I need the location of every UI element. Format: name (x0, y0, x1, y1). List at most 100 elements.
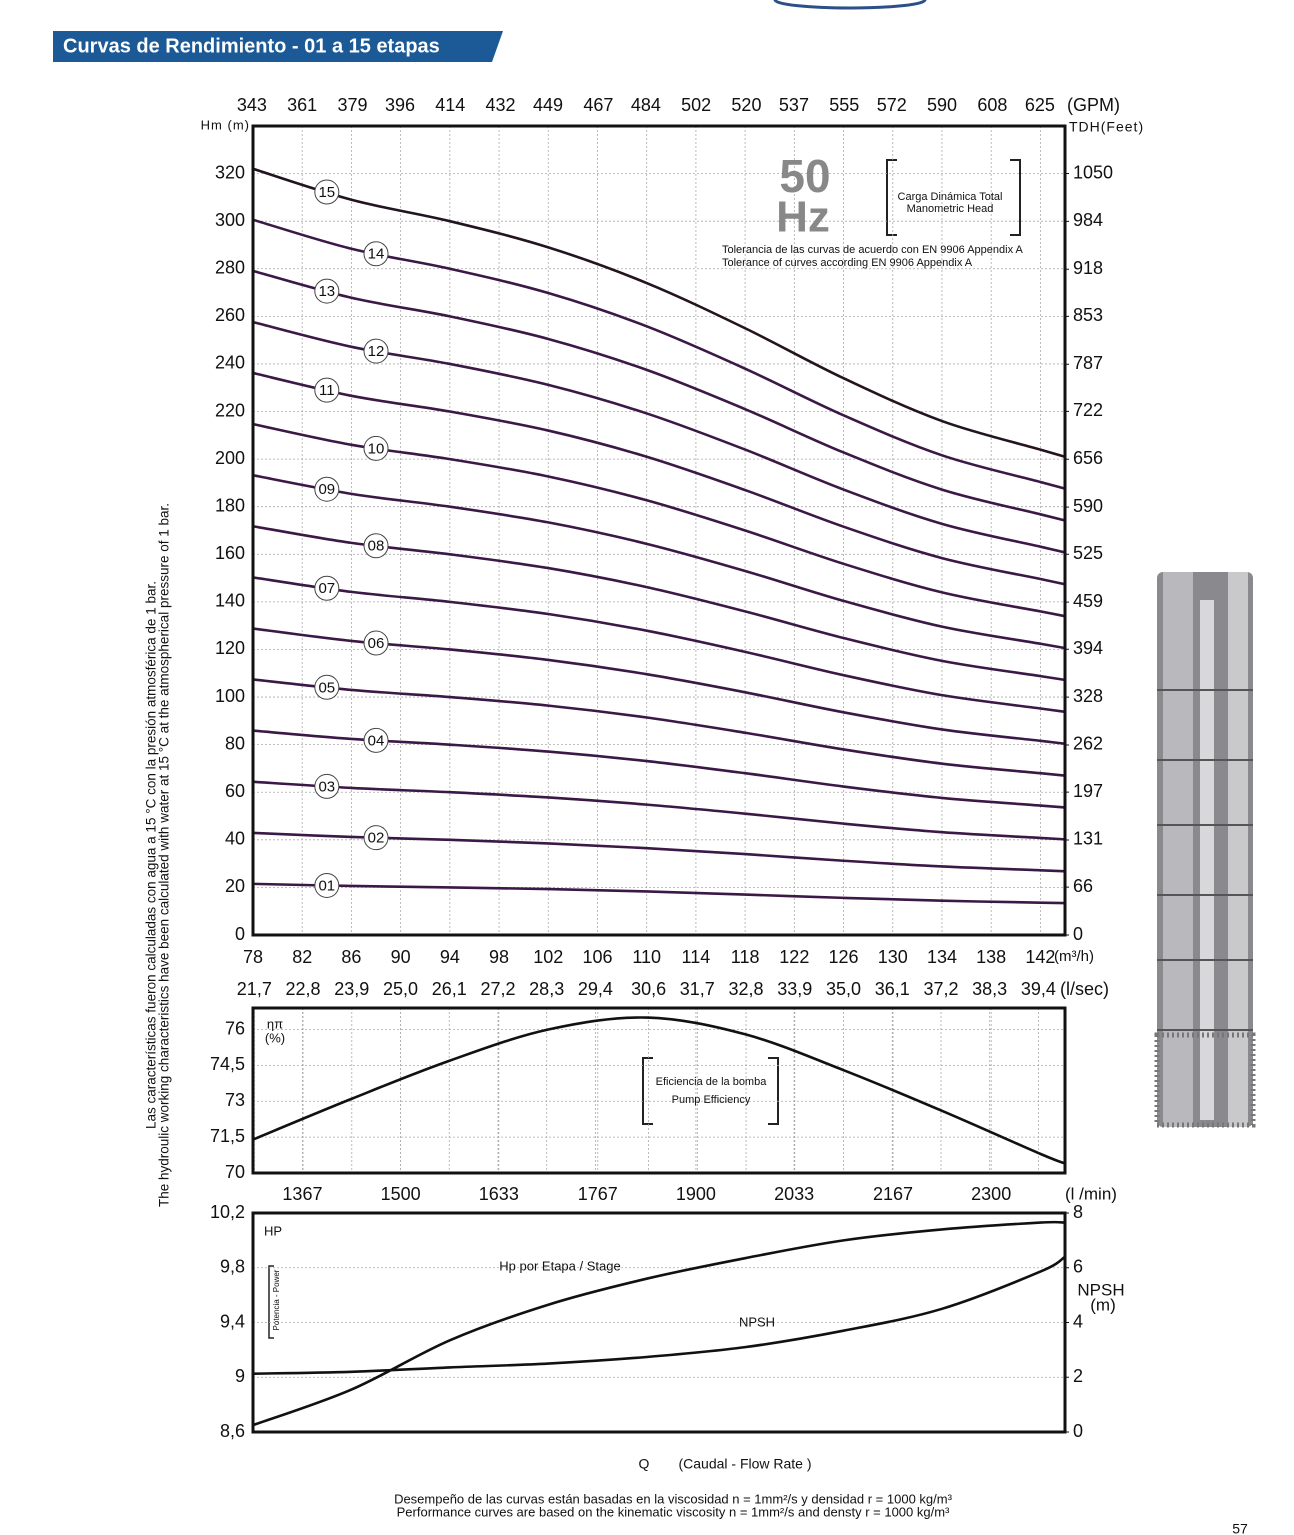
x2-tick-label: 36,1 (875, 979, 910, 999)
bracket (268, 1265, 274, 1339)
x2-tick-label: 484 (631, 95, 661, 115)
curve (252, 729, 1066, 809)
x-tick-label: 138 (976, 947, 1006, 967)
x-tick-label: 86 (341, 947, 361, 967)
curve-label-badge (363, 533, 389, 559)
x-tick-label: 98 (489, 947, 509, 967)
page-number: 57 (1232, 1521, 1248, 1535)
y-tick-label: 160 (215, 543, 245, 563)
x2-tick-label: 572 (877, 95, 907, 115)
x-axis-title: (Caudal - Flow Rate ) (678, 1456, 811, 1472)
y2-tick-label: 787 (1073, 353, 1103, 373)
y-tick-label: 40 (225, 829, 245, 849)
x2-axis-label: (l/sec) (1060, 979, 1109, 999)
annotation: Potencia - Power (272, 1269, 281, 1330)
x3-tick-label: 1500 (381, 1184, 421, 1204)
curve (252, 627, 1066, 745)
x2-tick-label: 379 (337, 95, 367, 115)
x-tick-label: 122 (779, 947, 809, 967)
y2-tick-label: 459 (1073, 591, 1103, 611)
y2-tick-label: 262 (1073, 734, 1103, 754)
y-tick-label: 80 (225, 733, 245, 753)
curve-label: NPSH (739, 1314, 775, 1329)
y-tick-label: 300 (215, 210, 245, 230)
curve-label: 02 (368, 830, 385, 847)
y-tick-label: 120 (215, 638, 245, 658)
y2-tick-label: 131 (1073, 829, 1103, 849)
y2-tick-label: 6 (1073, 1257, 1083, 1277)
curve (252, 371, 1066, 586)
curve (252, 524, 1066, 682)
page-title: Curvas de Rendimiento - 01 a 15 etapas (63, 35, 440, 57)
annotation: Tolerancia de las curvas de acuerdo con … (722, 244, 1024, 256)
curve (252, 882, 1066, 905)
y2-tick-label: 197 (1073, 781, 1103, 801)
curve-label: 13 (318, 283, 335, 300)
curve-label: 14 (368, 246, 385, 263)
curve-label-badge (363, 435, 389, 461)
x-axis-title: Q (639, 1456, 650, 1472)
y2-axis-label: TDH(Feet) (1069, 119, 1144, 135)
y2-tick-label: 590 (1073, 496, 1103, 516)
x-tick-label: 118 (731, 947, 760, 967)
annotation: Carga Dinámica Total (898, 191, 1003, 203)
curve (252, 422, 1066, 618)
x2-tick-label: 23,9 (334, 979, 369, 999)
y-axis-unit: (%) (265, 1030, 285, 1045)
x3-tick-label: 1633 (479, 1184, 519, 1204)
y-tick-label: 0 (235, 924, 245, 944)
plot-frame (251, 1211, 1067, 1434)
x-tick-label: 78 (243, 947, 263, 967)
y-tick-label: 320 (215, 162, 245, 182)
x2-tick-label: 343 (237, 95, 267, 115)
y-tick-label: 9,8 (220, 1257, 245, 1277)
y2-tick-label: 984 (1073, 210, 1103, 230)
y-tick-label: 73 (225, 1090, 245, 1110)
curve-label-badge (314, 674, 340, 700)
curve-label: 08 (368, 538, 385, 555)
x3-tick-label: 2167 (873, 1184, 913, 1204)
curve-label: 15 (318, 184, 335, 201)
curve-label-badge (314, 872, 340, 898)
pump-image (1154, 572, 1256, 1128)
curve-label-badge (314, 575, 340, 601)
x2-tick-label: 22,8 (286, 979, 321, 999)
y2-tick-label: 525 (1073, 543, 1103, 563)
x-tick-label: 142 (1025, 947, 1055, 967)
curve-label: 07 (318, 580, 335, 597)
annotation: Eficiencia de la bomba (656, 1076, 768, 1088)
curve-label-badge (314, 278, 340, 304)
x2-tick-label: 502 (681, 95, 711, 115)
side-note-line: The hydroulic working characteristics ha… (157, 503, 172, 1207)
curve-label-badge (314, 476, 340, 502)
curve (252, 780, 1066, 841)
x3-tick-label: 1900 (676, 1184, 716, 1204)
x2-tick-label: 32,8 (729, 979, 764, 999)
y-axis-label: ηπ (267, 1016, 283, 1031)
y2-axis-unit: (m) (1090, 1295, 1115, 1314)
x2-tick-label: 467 (583, 95, 613, 115)
curve-label: 09 (318, 481, 335, 498)
y2-tick-label: 394 (1073, 638, 1103, 658)
x2-tick-label: 432 (486, 95, 516, 115)
curve-label-badge (363, 825, 389, 851)
y2-tick-label: 66 (1073, 876, 1093, 896)
x2-tick-label: 555 (829, 95, 859, 115)
curve-label: 05 (318, 679, 335, 696)
curve (252, 167, 1066, 458)
x-tick-label: 114 (682, 947, 711, 967)
x2-tick-label: 26,1 (432, 979, 467, 999)
curve (252, 269, 1066, 522)
x-tick-label: 130 (878, 947, 908, 967)
x3-axis-label: (l /min) (1065, 1184, 1117, 1203)
y-tick-label: 140 (215, 591, 245, 611)
y-tick-label: 60 (225, 781, 245, 801)
x2-tick-label: 414 (435, 95, 465, 115)
plot-frame (251, 1006, 1067, 1175)
x3-tick-label: 1367 (282, 1184, 322, 1204)
y-tick-label: 76 (225, 1018, 245, 1038)
x-tick-label: 90 (391, 947, 411, 967)
x-tick-label: 82 (292, 947, 312, 967)
curve-label: 01 (318, 877, 335, 894)
